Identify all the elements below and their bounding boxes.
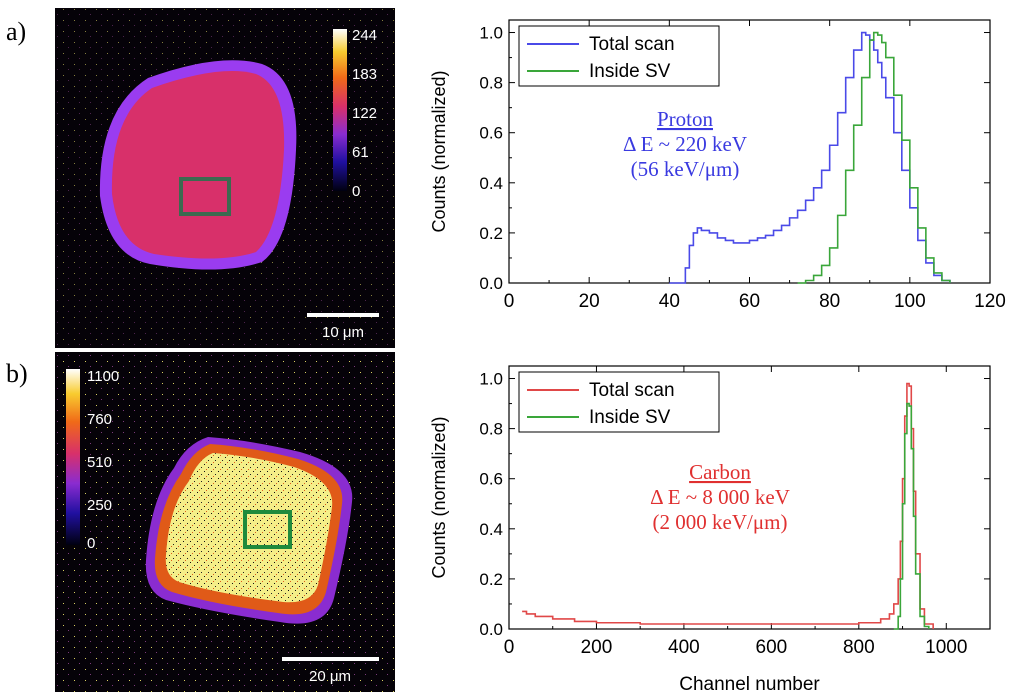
colorbar-a-tick-0: 244 — [352, 27, 377, 44]
y-tick-label-b-1: 0.2 — [479, 570, 503, 589]
colorbar-b-tick-2: 510 — [87, 454, 112, 471]
colorbar-b-tick-3: 250 — [87, 497, 112, 514]
map-b: 1100 760 510 250 0 20 μm — [55, 352, 395, 692]
y-tick-label-b-2: 0.4 — [479, 520, 503, 539]
plot-frame-b — [508, 365, 991, 630]
colorbar-a-tick-4: 0 — [352, 183, 360, 200]
y-tick-label-a-3: 0.6 — [479, 124, 503, 143]
x-tick-label-a-4: 80 — [819, 291, 840, 312]
roi-box-a — [179, 177, 231, 216]
scalebar-b-label: 20 μm — [309, 668, 351, 685]
colorbar-b-tick-4: 0 — [87, 535, 95, 552]
legend-label-a-0: Total scan — [589, 34, 675, 55]
colorbar-a — [333, 29, 347, 191]
x-tick-label-a-2: 40 — [659, 291, 680, 312]
annotation-line-a-2: (56 keV/μm) — [631, 157, 740, 181]
series-line-a-1 — [797, 31, 951, 284]
y-tick-label-a-1: 0.2 — [479, 224, 503, 243]
scalebar-a — [307, 313, 379, 317]
roi-box-b — [243, 510, 292, 549]
annotation-line-b-2: (2 000 keV/μm) — [653, 510, 788, 534]
chart-a: 0 20 40 60 80 100 120 0.0 0.2 0.4 0.6 0.8 1.0 Counts … — [429, 19, 1006, 312]
colorbar-a-tick-2: 122 — [352, 105, 377, 122]
x-tick-label-a-5: 100 — [894, 291, 926, 312]
annotation-line-a-1: Δ E ~ 220 keV — [623, 132, 747, 156]
x-tick-label-a-1: 20 — [579, 291, 600, 312]
legend-label-b-1: Inside SV — [589, 407, 671, 428]
y-tick-label-b-0: 0.0 — [479, 620, 503, 639]
series-line-b-1 — [893, 402, 930, 630]
x-tick-label-a-0: 0 — [504, 291, 515, 312]
y-tick-label-b-4: 0.8 — [479, 420, 503, 439]
y-tick-label-a-2: 0.4 — [479, 174, 503, 193]
colorbar-b-tick-1: 760 — [87, 411, 112, 428]
legend-label-a-1: Inside SV — [589, 61, 671, 82]
chart-b: 0 200 400 600 800 1000 0.0 0.2 0.4 0.6 0.8 1.0 Count… — [429, 365, 991, 695]
x-tick-label-b-1: 200 — [581, 637, 613, 658]
map-b-speckle — [165, 453, 333, 603]
x-tick-label-b-2: 400 — [668, 637, 700, 658]
x-tick-label-b-3: 600 — [756, 637, 788, 658]
y-tick-label-a-4: 0.8 — [479, 74, 503, 93]
colorbar-a-tick-3: 61 — [352, 144, 369, 161]
legend-box-a — [518, 25, 720, 87]
x-tick-label-b-5: 1000 — [925, 637, 967, 658]
panel-label-b: b) — [6, 359, 28, 388]
annotation-line-a-0: Proton — [657, 107, 714, 131]
colorbar-a-tick-1: 183 — [352, 66, 377, 83]
y-tick-label-a-5: 1.0 — [479, 24, 503, 43]
panel-label-a: a) — [6, 17, 26, 46]
scalebar-a-label: 10 μm — [322, 324, 364, 341]
map-a: 244 183 122 61 0 10 μm — [55, 8, 395, 348]
colorbar-b — [66, 369, 80, 545]
scalebar-b — [282, 657, 379, 661]
colorbar-b-tick-0: 1100 — [87, 368, 119, 385]
y-tick-label-a-0: 0.0 — [479, 274, 503, 293]
x-axis-label-b: Channel number — [679, 674, 820, 695]
map-a-field — [111, 71, 285, 259]
x-tick-label-b-4: 800 — [843, 637, 875, 658]
y-axis-label-b: Counts (normalized) — [429, 416, 449, 578]
annotation-line-b-1: Δ E ~ 8 000 keV — [650, 485, 790, 509]
x-tick-label-a-6: 120 — [974, 291, 1006, 312]
y-axis-label-a: Counts (normalized) — [429, 70, 449, 232]
x-tick-label-b-0: 0 — [504, 637, 515, 658]
legend-label-b-0: Total scan — [589, 380, 675, 401]
y-tick-label-b-5: 1.0 — [479, 370, 503, 389]
annotation-line-b-0: Carbon — [689, 460, 751, 484]
legend-box-b — [518, 371, 720, 433]
y-tick-label-b-3: 0.6 — [479, 470, 503, 489]
x-tick-label-a-3: 60 — [739, 291, 760, 312]
